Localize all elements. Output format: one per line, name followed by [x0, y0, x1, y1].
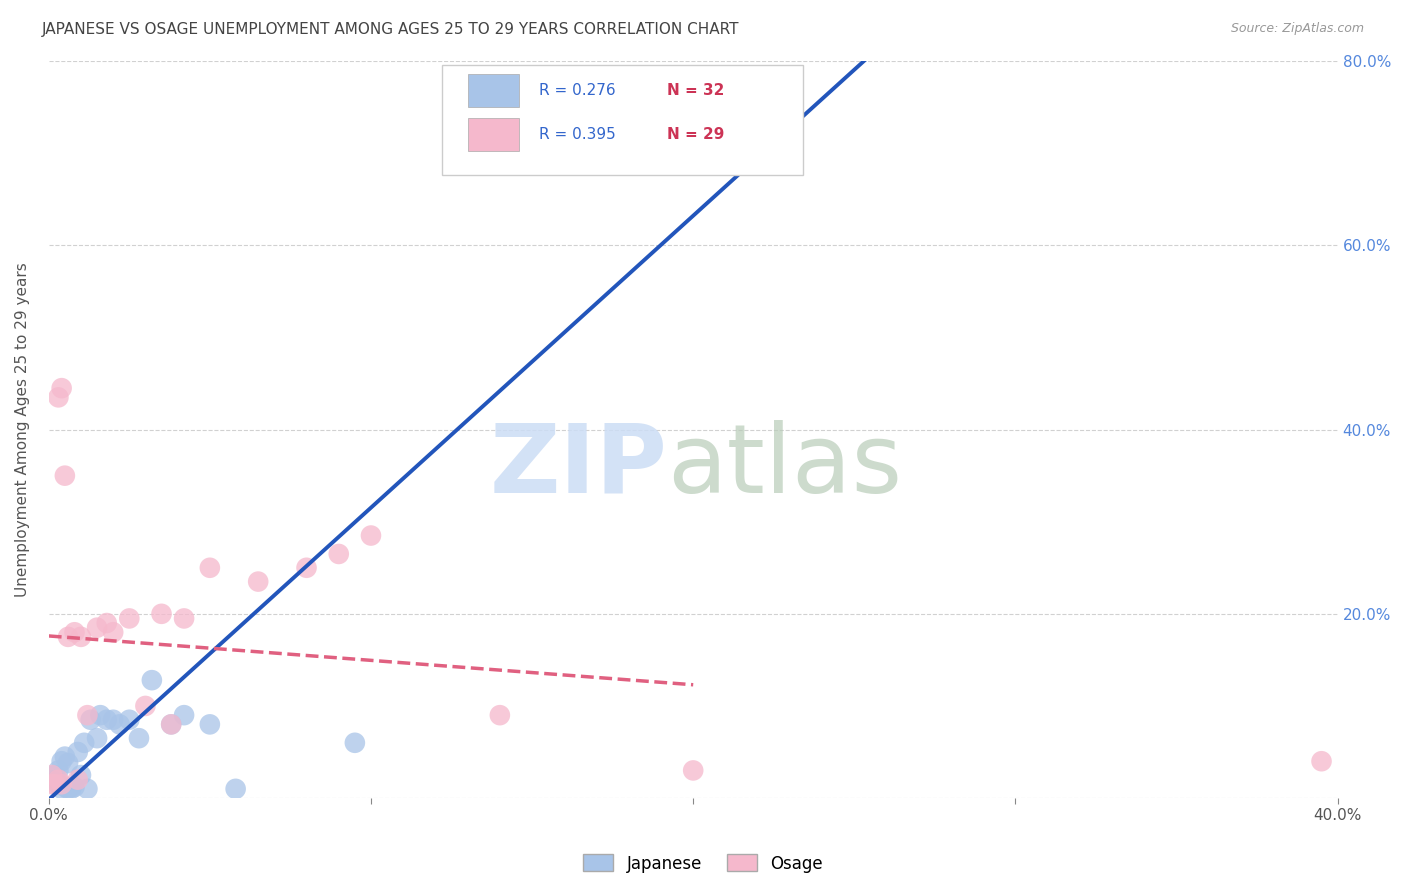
Point [295, 561, 318, 575]
Point [76, 781, 98, 796]
FancyBboxPatch shape [441, 65, 803, 176]
Point [103, 625, 125, 640]
FancyBboxPatch shape [468, 74, 519, 107]
Point [60, 780, 83, 794]
Point [225, 781, 247, 796]
Text: ZIP: ZIP [489, 420, 668, 513]
Text: N = 32: N = 32 [668, 83, 724, 98]
Point [66, 745, 89, 759]
Point [48, 777, 70, 791]
Point [682, 764, 704, 778]
Point [51, 381, 73, 395]
Point [198, 561, 221, 575]
Point [48, 390, 70, 404]
Y-axis label: Unemployment Among Ages 25 to 29 years: Unemployment Among Ages 25 to 29 years [15, 262, 30, 597]
Text: N = 29: N = 29 [668, 128, 724, 143]
Point [141, 673, 163, 688]
Point [76, 708, 98, 723]
Point [118, 713, 141, 727]
FancyBboxPatch shape [468, 119, 519, 152]
Point [96, 615, 118, 630]
Point [44, 777, 66, 791]
Point [51, 754, 73, 768]
Point [86, 621, 108, 635]
Point [53, 749, 76, 764]
Point [198, 717, 221, 731]
Text: R = 0.395: R = 0.395 [538, 128, 616, 143]
Point [60, 781, 83, 796]
Point [86, 731, 108, 746]
Point [70, 630, 93, 644]
Point [41, 768, 63, 782]
Point [173, 708, 195, 723]
Text: Source: ZipAtlas.com: Source: ZipAtlas.com [1230, 22, 1364, 36]
Point [51, 777, 73, 791]
Point [48, 764, 70, 778]
Point [53, 780, 76, 794]
Point [53, 468, 76, 483]
Point [343, 736, 366, 750]
Text: JAPANESE VS OSAGE UNEMPLOYMENT AMONG AGES 25 TO 29 YEARS CORRELATION CHART: JAPANESE VS OSAGE UNEMPLOYMENT AMONG AGE… [42, 22, 740, 37]
Point [56, 756, 79, 770]
Point [134, 698, 156, 713]
Point [79, 713, 101, 727]
Legend: Japanese, Osage: Japanese, Osage [576, 847, 830, 880]
Point [128, 731, 150, 746]
Point [70, 768, 93, 782]
Point [41, 777, 63, 791]
Point [63, 780, 86, 794]
Point [89, 708, 111, 723]
Point [328, 547, 350, 561]
Point [247, 574, 270, 589]
Point [56, 781, 79, 796]
Point [173, 611, 195, 625]
Point [96, 713, 118, 727]
Point [150, 607, 173, 621]
Point [56, 630, 79, 644]
Point [48, 772, 70, 787]
Point [41, 772, 63, 787]
Text: R = 0.276: R = 0.276 [538, 83, 616, 98]
Point [51, 781, 73, 796]
Text: atlas: atlas [668, 420, 903, 513]
Point [160, 717, 183, 731]
Point [44, 768, 66, 782]
Point [360, 528, 382, 542]
Point [160, 717, 183, 731]
Point [108, 717, 131, 731]
Point [73, 736, 96, 750]
Point [118, 611, 141, 625]
Point [66, 772, 89, 787]
Point [489, 708, 512, 723]
Point [1310, 754, 1333, 768]
Point [103, 713, 125, 727]
Point [63, 625, 86, 640]
Point [489, 146, 512, 161]
